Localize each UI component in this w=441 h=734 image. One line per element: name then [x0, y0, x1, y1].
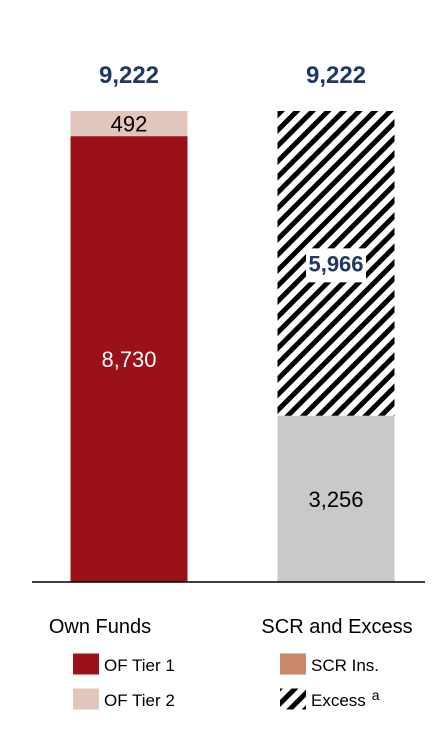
- bar-own-funds-of-tier-1: [70, 136, 188, 582]
- category-label-scr-and-excess: SCR and Excess: [261, 616, 412, 638]
- legend-item-of-tier-2: OF Tier 2: [73, 688, 175, 710]
- legend-item-excess: Excess a: [280, 687, 380, 710]
- legend-label-of-tier-2: OF Tier 2: [104, 691, 175, 710]
- data-label-scr-and-excess-excess: 5,966: [308, 251, 363, 276]
- legend-swatch-of-tier-2: [73, 688, 99, 710]
- total-label-scr-and-excess: 9,222: [306, 62, 366, 89]
- data-label-own-funds-of-tier-2: 492: [111, 112, 148, 137]
- legend-label-excess: Excess a: [311, 687, 380, 710]
- data-label-box-scr-and-excess-excess: [306, 248, 366, 283]
- category-label-own-funds: Own Funds: [49, 616, 151, 638]
- total-label-own-funds: 9,222: [99, 62, 159, 89]
- legend-swatch-scr-ins: [280, 653, 306, 675]
- legend-swatch-excess: [280, 688, 306, 710]
- data-label-own-funds-of-tier-1: 8,730: [101, 347, 156, 372]
- legend-item-scr-ins: SCR Ins.: [280, 653, 379, 675]
- bar-own-funds-of-tier-2: [70, 111, 188, 137]
- legend-swatch-of-tier-1: [73, 653, 99, 675]
- legend-superscript-excess: a: [372, 687, 380, 703]
- legend-item-of-tier-1: OF Tier 1: [73, 653, 175, 675]
- legend-label-scr-ins: SCR Ins.: [311, 656, 379, 675]
- legend-label-of-tier-1: OF Tier 1: [104, 656, 175, 675]
- data-label-scr-and-excess-scr-ins: 3,256: [308, 487, 363, 512]
- bar-scr-and-excess-scr-ins: [277, 415, 395, 582]
